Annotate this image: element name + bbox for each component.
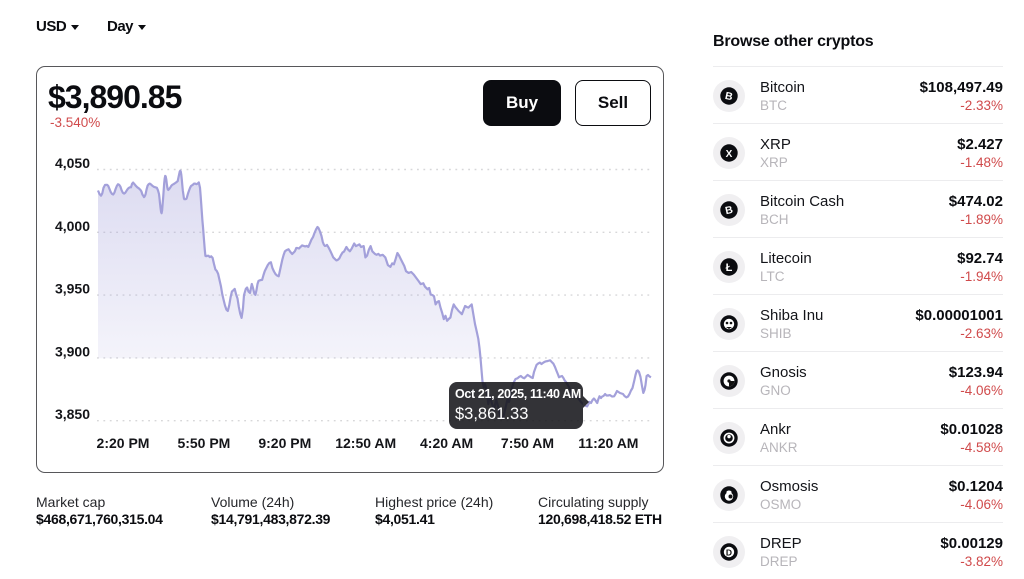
svg-text:3,900: 3,900 xyxy=(55,343,90,359)
svg-text:5:50 PM: 5:50 PM xyxy=(177,435,230,451)
svg-text:X: X xyxy=(726,148,733,159)
svg-text:12:50 AM: 12:50 AM xyxy=(335,435,396,451)
svg-text:3,850: 3,850 xyxy=(55,406,90,422)
svg-text:4:20 AM: 4:20 AM xyxy=(420,435,473,451)
svg-text:11:20 AM: 11:20 AM xyxy=(578,435,638,451)
svg-text:4,050: 4,050 xyxy=(55,155,90,171)
svg-text:B: B xyxy=(724,203,734,216)
svg-text:B: B xyxy=(724,89,734,102)
svg-text:Ł: Ł xyxy=(726,261,733,273)
svg-text:2:20 PM: 2:20 PM xyxy=(97,435,150,451)
svg-text:9:20 PM: 9:20 PM xyxy=(258,435,311,451)
svg-text:4,000: 4,000 xyxy=(55,218,90,234)
svg-text:7:50 AM: 7:50 AM xyxy=(501,435,554,451)
svg-text:D: D xyxy=(726,547,732,557)
svg-text:3,950: 3,950 xyxy=(55,281,90,297)
